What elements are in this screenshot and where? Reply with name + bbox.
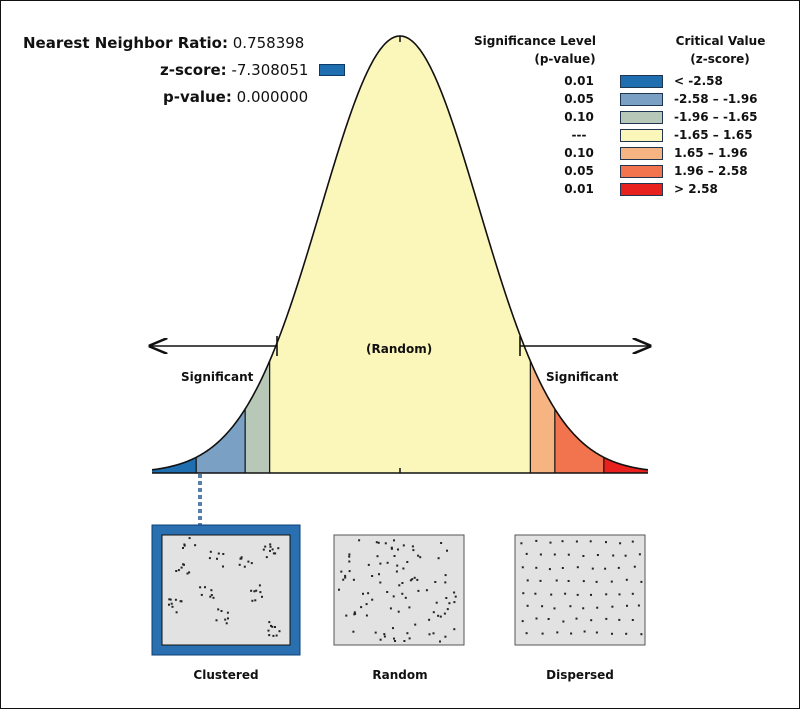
legend-swatch (620, 93, 663, 106)
legend-pvalue: 0.01 (564, 182, 594, 196)
clustered-label: Clustered (193, 668, 259, 682)
random-pattern-label: Random (372, 668, 428, 682)
legend-pvalue: 0.10 (564, 110, 594, 124)
legend-pvalue: 0.01 (564, 74, 594, 88)
curve-band-6 (603, 457, 648, 473)
legend-range: -1.96 – -1.65 (674, 110, 758, 124)
curve-band-2 (245, 360, 270, 473)
pvalue-label: p-value: (163, 88, 232, 106)
legend-range: < -2.58 (674, 74, 723, 88)
legend-pvalue: 0.05 (564, 92, 594, 106)
curve-band-3 (269, 36, 531, 473)
legend-pvalue: 0.05 (564, 164, 594, 178)
zscore-subheader: (z-score) (690, 52, 750, 66)
right-significant-label: Significant (546, 370, 619, 384)
pvalue-subheader: (p-value) (534, 52, 596, 66)
zscore-swatch (319, 64, 345, 76)
legend-range: > 2.58 (674, 182, 718, 196)
zscore-row: z-score: -7.308051 (160, 61, 308, 79)
legend-range: -2.58 – -1.96 (674, 92, 758, 106)
legend-range: -1.65 – 1.65 (674, 128, 753, 142)
legend-swatch (620, 183, 663, 196)
nn-ratio-value: 0.758398 (232, 34, 305, 52)
legend-swatch (620, 111, 663, 124)
legend-swatch (620, 75, 663, 88)
legend-swatch (620, 165, 663, 178)
legend-pvalue: 0.10 (564, 146, 594, 160)
pvalue-row: p-value: 0.000000 (163, 88, 308, 106)
random-label: (Random) (366, 342, 433, 356)
nn-ratio-row: Nearest Neighbor Ratio: 0.758398 (23, 34, 304, 52)
zscore-label: z-score: (160, 61, 227, 79)
legend-pvalue: --- (571, 128, 587, 142)
curve-band-5 (554, 408, 604, 473)
legend-range: 1.96 – 2.58 (674, 164, 748, 178)
legend-swatch (620, 129, 663, 142)
pvalue-value: 0.000000 (236, 88, 309, 106)
curve-band-4 (530, 360, 555, 473)
dispersed-label: Dispersed (546, 668, 614, 682)
legend-swatch (620, 147, 663, 160)
nn-ratio-label: Nearest Neighbor Ratio: (23, 34, 228, 52)
zscore-value: -7.308051 (231, 61, 309, 79)
curve-band-1 (196, 408, 246, 473)
curve-band-0 (152, 457, 197, 473)
legend-range: 1.65 – 1.96 (674, 146, 748, 160)
critical-value-header: Critical Value (675, 34, 766, 48)
left-significant-label: Significant (181, 370, 254, 384)
sig-level-header: Significance Level (474, 34, 596, 48)
